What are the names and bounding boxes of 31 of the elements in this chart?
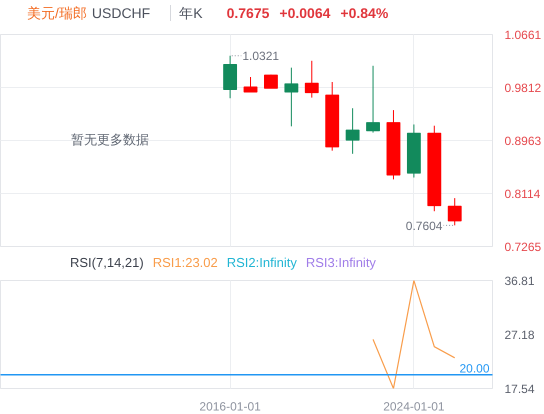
annotation: 0.7604: [406, 218, 443, 233]
candlestick: [244, 76, 258, 92]
candlestick: [346, 108, 360, 154]
legend-label: RSI3:Infinity: [306, 255, 376, 270]
text: 暂无更多数据: [71, 133, 150, 148]
y-tick-label: 1.0661: [504, 28, 542, 42]
text: 0.7675: [226, 5, 270, 21]
y-tick-label: 0.8114: [504, 187, 541, 201]
candlestick: [366, 65, 380, 134]
y-tick-label: 0.9812: [504, 81, 542, 95]
x-tick-label: 2016-01-01: [199, 400, 262, 414]
text: USDCHF: [92, 5, 150, 21]
line-series: [372, 280, 456, 388]
candlestick: [264, 74, 278, 89]
text: +0.84%: [340, 5, 388, 21]
y-tick-label: 17.54: [504, 382, 535, 396]
text: 年K: [170, 5, 203, 21]
text: RSI(7,14,21): [70, 255, 144, 270]
y-tick-label: 0.8963: [504, 134, 542, 148]
ref-line-label: 20.00: [459, 362, 490, 376]
text: +0.0064: [279, 5, 330, 21]
text: RSI1:23.02: [152, 255, 218, 270]
annotation: 1.0321: [242, 49, 280, 64]
x-tick-label: 2024-01-01: [383, 400, 445, 414]
text: 美元/瑞郎: [27, 5, 87, 21]
legend-label: RSI2:Infinity: [226, 255, 297, 270]
candlestick: [284, 67, 298, 127]
y-tick-label: 27.18: [504, 328, 535, 342]
y-tick-label: 0.7265: [504, 240, 542, 254]
candlestick: [304, 60, 319, 98]
y-tick-label: 36.81: [504, 274, 535, 288]
